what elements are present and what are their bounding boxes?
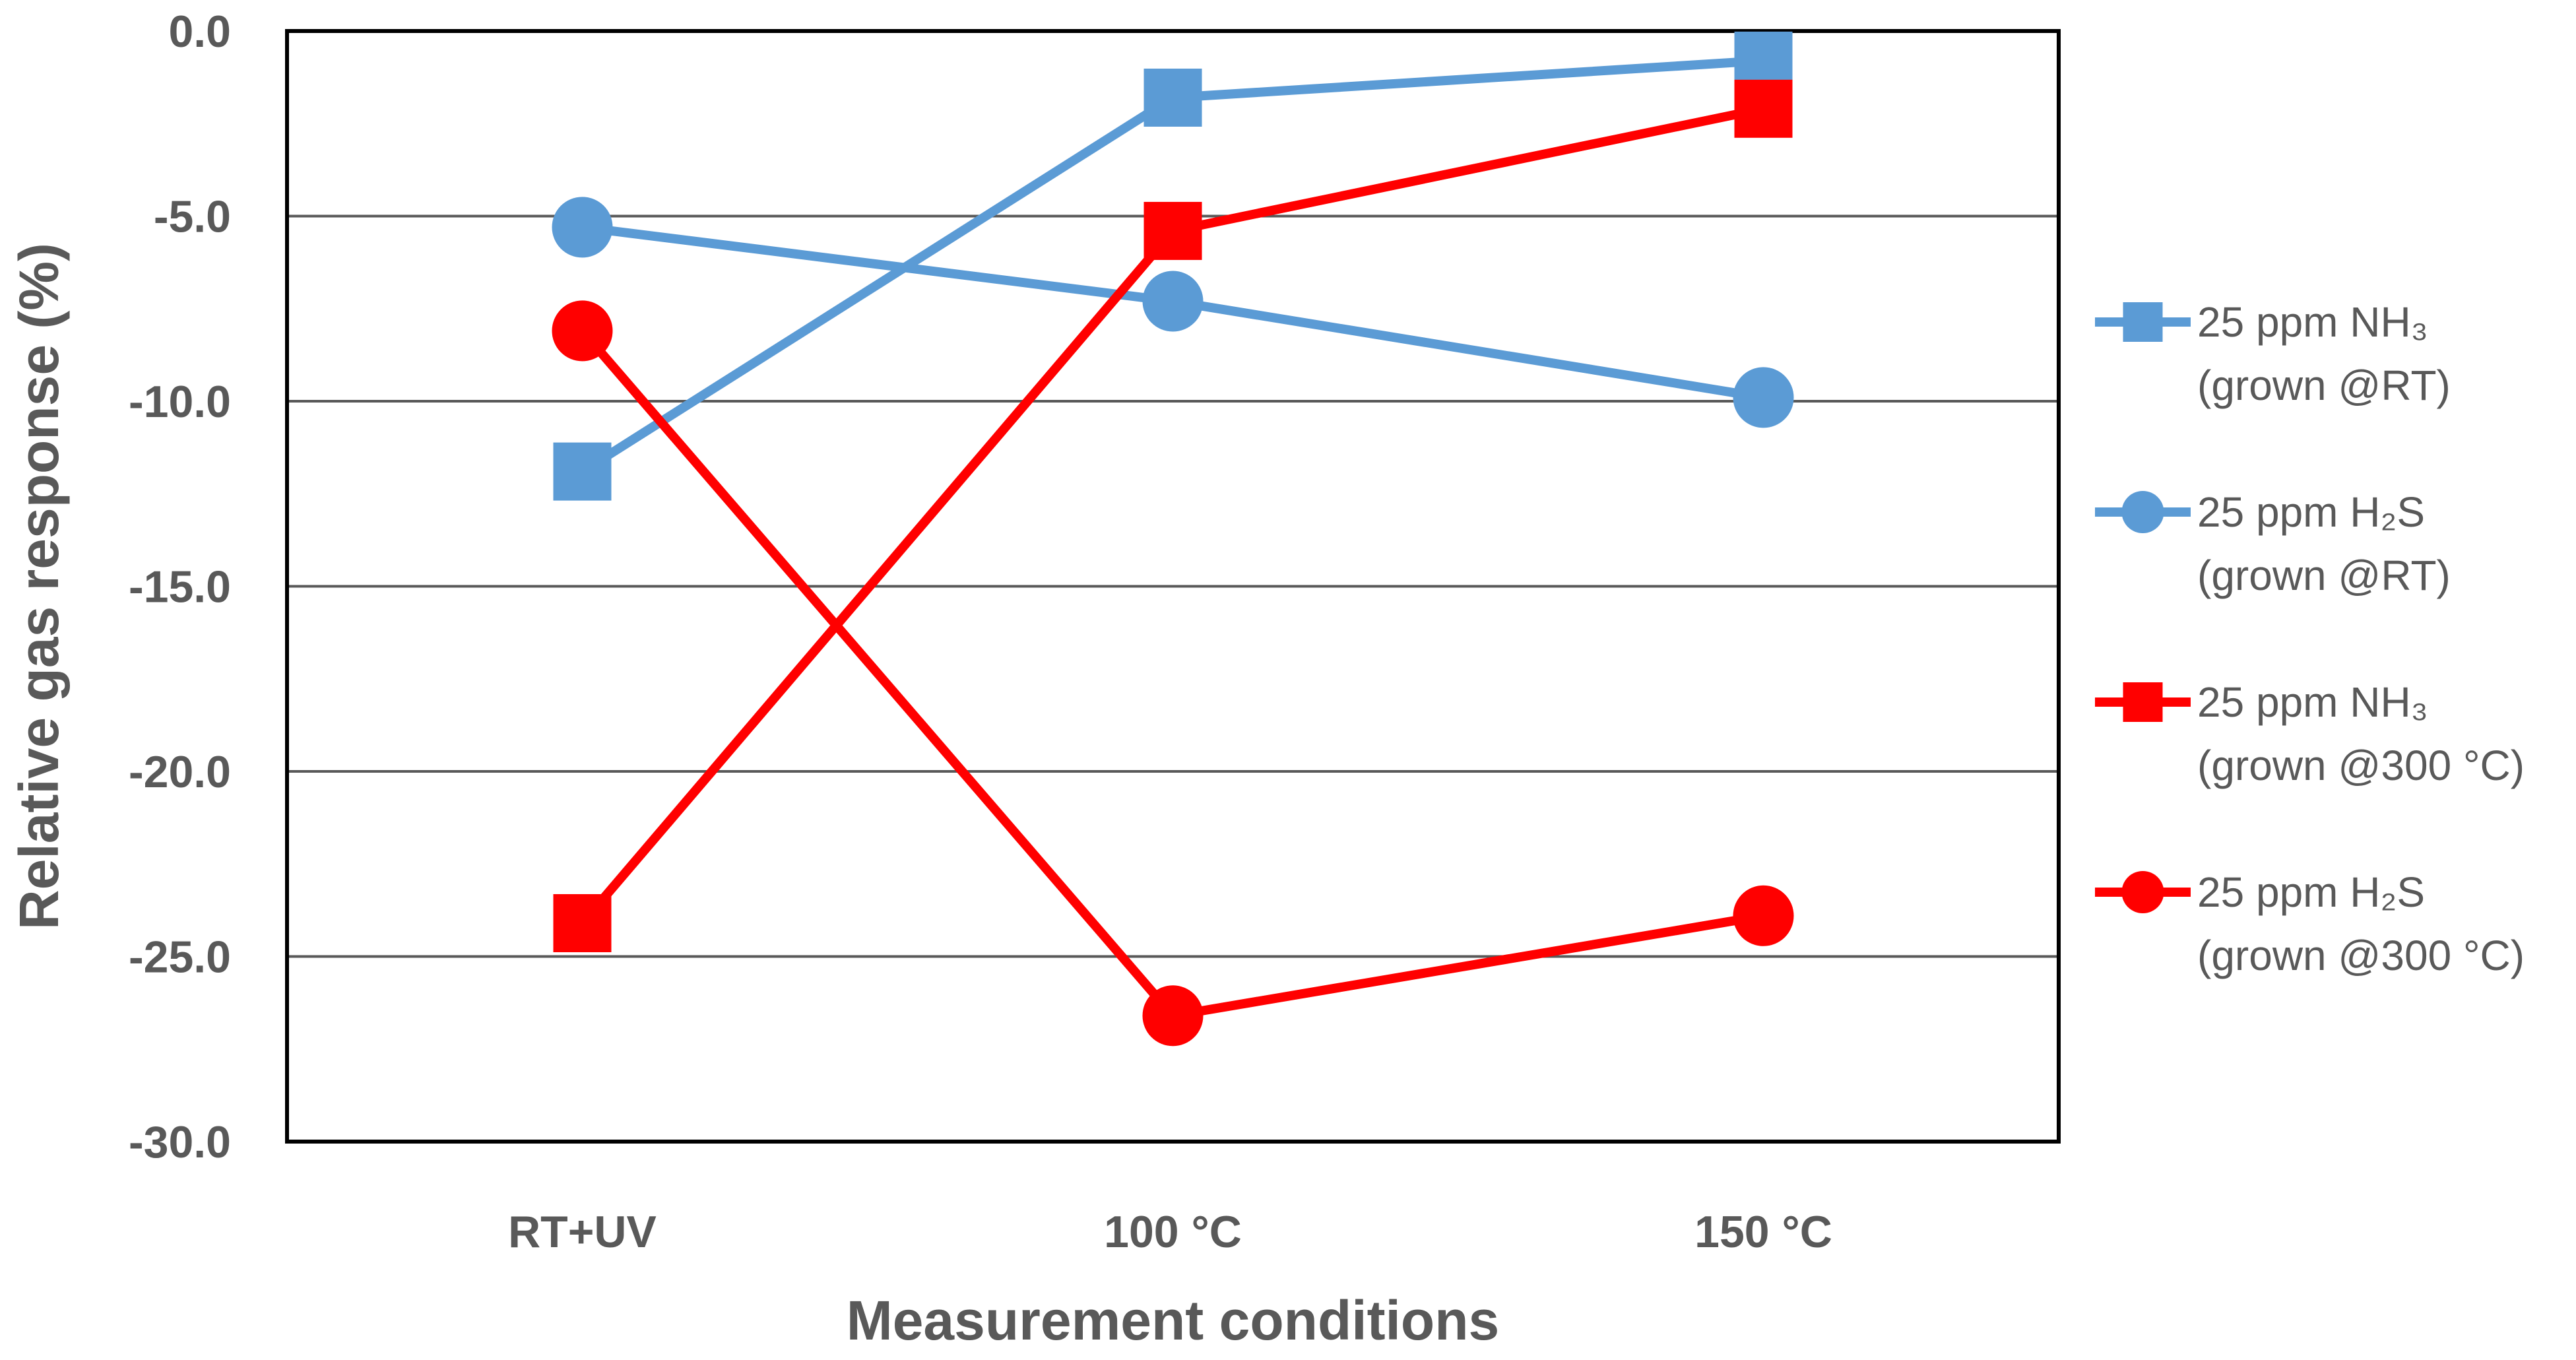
circle-marker xyxy=(1733,885,1794,946)
legend-label: 25 ppm NH₃ xyxy=(2197,298,2428,346)
legend-label: 25 ppm H₂S xyxy=(2197,488,2425,536)
series xyxy=(552,197,1794,428)
series-group xyxy=(552,31,1794,1047)
y-axis-ticks: 0.0 -5.0 -10.0 -15.0 -20.0 -25.0 -30.0 xyxy=(129,7,231,1167)
y-tick-label: -5.0 xyxy=(154,192,231,242)
square-marker xyxy=(553,894,612,953)
legend-label: 25 ppm H₂S xyxy=(2197,868,2425,916)
legend-label: 25 ppm NH₃ xyxy=(2197,678,2428,726)
legend-entry: 25 ppm NH₃ (grown @300 °C) xyxy=(2095,678,2525,789)
plot-area-frame xyxy=(285,29,2061,1144)
legend-circle-marker xyxy=(2121,491,2164,533)
legend-sublabel: (grown @300 °C) xyxy=(2197,742,2525,789)
y-tick-label: -25.0 xyxy=(129,932,231,983)
square-marker xyxy=(1143,68,1202,127)
circle-marker xyxy=(1142,985,1204,1047)
legend-square-marker xyxy=(2123,682,2163,722)
x-tick-label: RT+UV xyxy=(508,1207,657,1257)
legend-sublabel: (grown @RT) xyxy=(2197,552,2451,599)
circle-marker xyxy=(552,197,613,258)
series xyxy=(553,31,1793,501)
legend-sublabel: (grown @RT) xyxy=(2197,362,2451,409)
square-marker xyxy=(1143,201,1202,260)
x-axis-ticks: RT+UV 100 °C 150 °C xyxy=(508,1207,1832,1257)
y-tick-label: 0.0 xyxy=(168,7,231,57)
x-tick-label: 100 °C xyxy=(1104,1207,1242,1257)
x-tick-label: 150 °C xyxy=(1694,1207,1832,1257)
y-tick-label: -15.0 xyxy=(129,562,231,612)
square-marker xyxy=(553,442,612,501)
legend-entry: 25 ppm H₂S (grown @300 °C) xyxy=(2095,868,2525,979)
y-axis-title: Relative gas response (%) xyxy=(8,243,70,930)
x-axis-title: Measurement conditions xyxy=(847,1289,1500,1351)
series xyxy=(552,300,1794,1047)
y-tick-label: -10.0 xyxy=(129,377,231,427)
legend-sublabel: (grown @300 °C) xyxy=(2197,932,2525,979)
legend-circle-marker xyxy=(2121,871,2164,913)
legend: 25 ppm NH₃ (grown @RT) 25 ppm H₂S (grown @R… xyxy=(2095,298,2525,979)
legend-entry: 25 ppm H₂S (grown @RT) xyxy=(2095,488,2451,599)
series xyxy=(553,79,1793,953)
circle-marker xyxy=(552,300,613,362)
legend-entry: 25 ppm NH₃ (grown @RT) xyxy=(2095,298,2451,409)
legend-square-marker xyxy=(2123,302,2163,342)
circle-marker xyxy=(1142,271,1204,332)
y-tick-label: -30.0 xyxy=(129,1117,231,1167)
square-marker xyxy=(1734,79,1793,138)
y-tick-label: -20.0 xyxy=(129,747,231,797)
circle-marker xyxy=(1733,367,1794,428)
